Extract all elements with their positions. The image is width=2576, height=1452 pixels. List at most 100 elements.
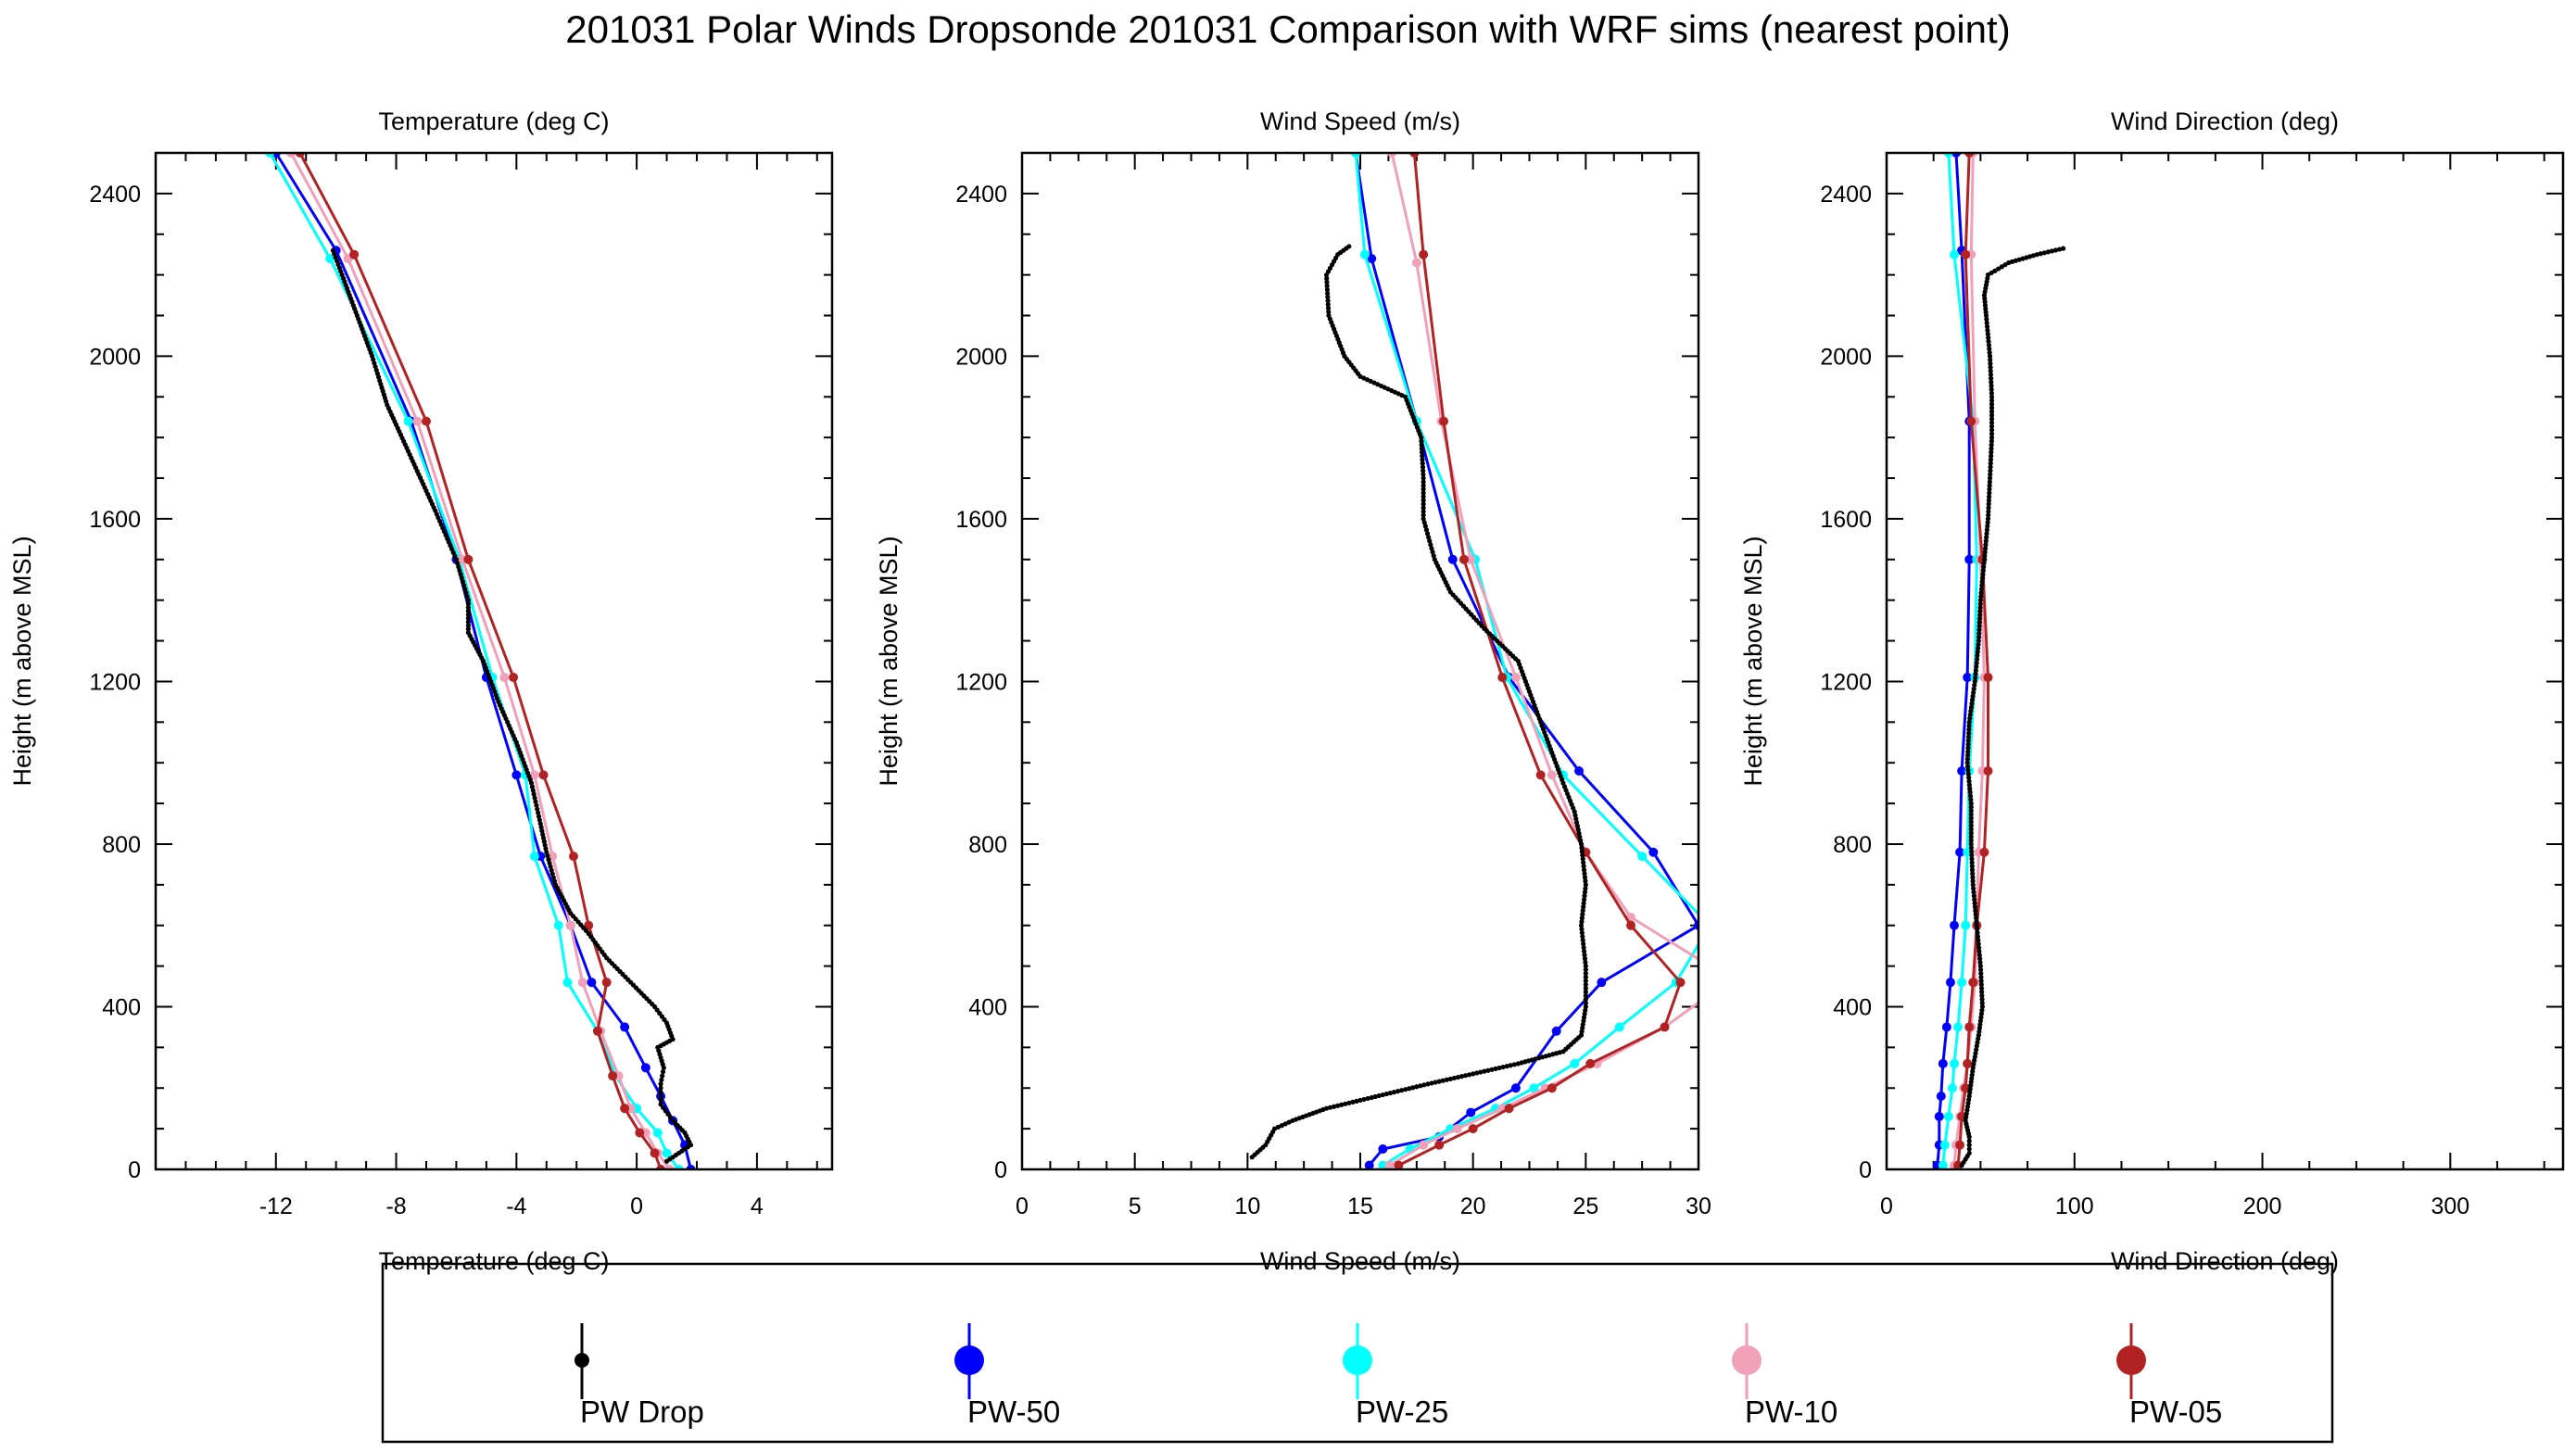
wind-direction-x-tick-label: 300 bbox=[2431, 1193, 2469, 1219]
temperature-x-tick-label: -8 bbox=[385, 1193, 406, 1219]
wind-direction-dropsonde-point bbox=[1976, 616, 1983, 622]
wind-direction-dropsonde-point bbox=[1974, 663, 1979, 670]
wind-speed-dropsonde-point bbox=[1419, 438, 1424, 444]
wind-speed-point-pw-50 bbox=[1648, 847, 1659, 857]
wind-speed-dropsonde-point bbox=[1431, 553, 1436, 559]
wind-speed-dropsonde-point bbox=[1578, 841, 1585, 847]
wind-direction-x-axis-label: Wind Direction (deg) bbox=[2111, 1247, 2339, 1275]
wind-direction-point-pw-50 bbox=[1936, 1092, 1946, 1102]
temperature-plot-area bbox=[265, 153, 696, 1169]
wind-speed-point-pw-05 bbox=[1504, 1104, 1514, 1114]
wind-direction-dropsonde-point bbox=[1988, 364, 1993, 370]
wind-speed-dropsonde-point bbox=[1582, 890, 1588, 895]
legend-item-pw-25: PW-25 bbox=[1343, 1323, 1448, 1429]
wind-speed-dropsonde-point bbox=[1578, 838, 1584, 843]
wind-speed-y-axis-label: Height (m above MSL) bbox=[875, 536, 903, 786]
wind-direction-dropsonde-point bbox=[1968, 704, 1975, 710]
legend-item-pw-50: PW-50 bbox=[954, 1323, 1060, 1429]
wind-direction-dropsonde-point bbox=[1968, 823, 1974, 828]
temperature-dropsonde-point bbox=[550, 875, 556, 880]
wind-speed-dropsonde-point bbox=[1580, 912, 1585, 917]
wind-direction-x-tick-label: 200 bbox=[2243, 1193, 2282, 1219]
wind-direction-dropsonde-point bbox=[1976, 938, 1981, 943]
temperature-point-pw-05 bbox=[568, 852, 578, 862]
wind-speed-dropsonde-point bbox=[1279, 1123, 1284, 1129]
wind-direction-dropsonde-point bbox=[1968, 845, 1975, 851]
wind-direction-dropsonde-point bbox=[1973, 908, 1978, 914]
wind-speed-dropsonde-point bbox=[1428, 542, 1433, 548]
wind-direction-dropsonde-point bbox=[2038, 251, 2043, 257]
wind-direction-dropsonde-point bbox=[1978, 981, 1984, 988]
wind-direction-dropsonde-point bbox=[1975, 649, 1980, 655]
temperature-y-tick-label: 1600 bbox=[89, 507, 141, 533]
wind-speed-dropsonde-point bbox=[1395, 1089, 1401, 1094]
wind-speed-dropsonde-point bbox=[1579, 927, 1585, 932]
wind-direction-dropsonde-point bbox=[1986, 501, 1991, 507]
wind-direction-dropsonde-point bbox=[1964, 752, 1971, 758]
wind-direction-dropsonde-point bbox=[1989, 438, 1994, 444]
wind-speed-dropsonde-point bbox=[1325, 294, 1331, 300]
wind-direction-dropsonde-point bbox=[1970, 882, 1976, 888]
wind-direction-dropsonde-point bbox=[1980, 568, 1986, 574]
wind-direction-dropsonde-point bbox=[1979, 1000, 1985, 1006]
wind-direction-point-pw-05 bbox=[1964, 1022, 1975, 1032]
legend-item-pw-05: PW-05 bbox=[2116, 1323, 2222, 1429]
wind-speed-dropsonde-point bbox=[1581, 864, 1586, 869]
wind-direction-dropsonde-point bbox=[1978, 970, 1984, 977]
wind-direction-dropsonde-point bbox=[1974, 656, 1980, 663]
wind-direction-dropsonde-point bbox=[1983, 538, 1989, 544]
temperature-dropsonde-point bbox=[465, 612, 472, 617]
wind-speed-point-pw-05 bbox=[1675, 978, 1686, 988]
wind-speed-dropsonde-point bbox=[1583, 964, 1588, 969]
wind-direction-point-pw-25 bbox=[1938, 1160, 1948, 1169]
wind-speed-dropsonde-point bbox=[1383, 1091, 1389, 1097]
temperature-panel: -12 -8 -4 0 4 0 400 800 1200 1600 2000 2400 Temperat… bbox=[8, 107, 834, 1275]
wind-direction-dropsonde-point bbox=[1978, 985, 1985, 991]
wind-direction-y-tick-label: 1200 bbox=[1820, 669, 1872, 695]
wind-speed-x-axis-label: Wind Speed (m/s) bbox=[1260, 1247, 1460, 1275]
wind-speed-dropsonde-point bbox=[1421, 494, 1426, 499]
wind-speed-panel: 0 5 10 15 20 25 30 0 400 800 1200 1600 2000 2400 Wind … bbox=[875, 107, 1714, 1275]
wind-speed-y-tick-label: 800 bbox=[968, 832, 1007, 858]
temperature-y-tick-label: 0 bbox=[128, 1157, 141, 1183]
wind-direction-dropsonde-point bbox=[1983, 542, 1989, 548]
wind-direction-dropsonde-point bbox=[1976, 1036, 1981, 1042]
wind-speed-dropsonde-point bbox=[1583, 886, 1588, 891]
temperature-dropsonde-point bbox=[465, 604, 472, 611]
wind-direction-dropsonde-point bbox=[1964, 756, 1970, 762]
wind-speed-dropsonde-point bbox=[1420, 457, 1425, 462]
temperature-dropsonde-point bbox=[465, 598, 472, 603]
wind-speed-series-pw-25 bbox=[1351, 153, 1698, 1169]
wind-direction-dropsonde-point bbox=[1976, 626, 1982, 633]
wind-direction-point-pw-50 bbox=[1957, 765, 1967, 776]
wind-direction-dropsonde-point bbox=[1979, 992, 1985, 999]
wind-direction-dropsonde-point bbox=[1974, 660, 1979, 666]
wind-direction-dropsonde-point bbox=[1979, 583, 1985, 588]
temperature-dropsonde-point bbox=[459, 575, 464, 581]
wind-speed-dropsonde-point bbox=[1500, 1064, 1506, 1070]
legend-marker-pw-50 bbox=[954, 1345, 984, 1375]
wind-speed-dropsonde-point bbox=[1325, 305, 1332, 311]
wind-speed-dropsonde-point bbox=[1323, 1105, 1330, 1111]
wind-direction-dropsonde-point bbox=[1968, 834, 1974, 840]
wind-direction-dropsonde-point bbox=[1968, 808, 1974, 814]
wind-direction-dropsonde-point bbox=[1988, 468, 1993, 473]
wind-direction-dropsonde-point bbox=[1989, 435, 1995, 440]
wind-speed-dropsonde-point bbox=[1581, 901, 1586, 906]
wind-direction-dropsonde-point bbox=[1986, 342, 1992, 348]
wind-direction-dropsonde-point bbox=[1968, 841, 1974, 847]
wind-direction-dropsonde-point bbox=[1966, 1143, 1972, 1148]
wind-direction-dropsonde-point bbox=[1975, 652, 1980, 659]
wind-direction-dropsonde-point bbox=[1966, 726, 1972, 732]
temperature-dropsonde-point bbox=[458, 572, 463, 577]
legend-label-pw-25: PW-25 bbox=[1356, 1395, 1448, 1429]
wind-direction-dropsonde-point bbox=[1976, 638, 1981, 644]
wind-direction-dropsonde-point bbox=[1978, 1015, 1984, 1020]
wind-speed-dropsonde-point bbox=[1508, 1063, 1513, 1068]
wind-speed-line-pw-25 bbox=[1354, 153, 1698, 1167]
wind-direction-dropsonde-point bbox=[1989, 412, 1995, 418]
wind-speed-point-pw-10 bbox=[1705, 990, 1714, 999]
temperature-point-pw-25 bbox=[325, 254, 335, 264]
wind-speed-dropsonde-point bbox=[1387, 1091, 1394, 1096]
temperature-point-pw-05 bbox=[538, 770, 549, 780]
